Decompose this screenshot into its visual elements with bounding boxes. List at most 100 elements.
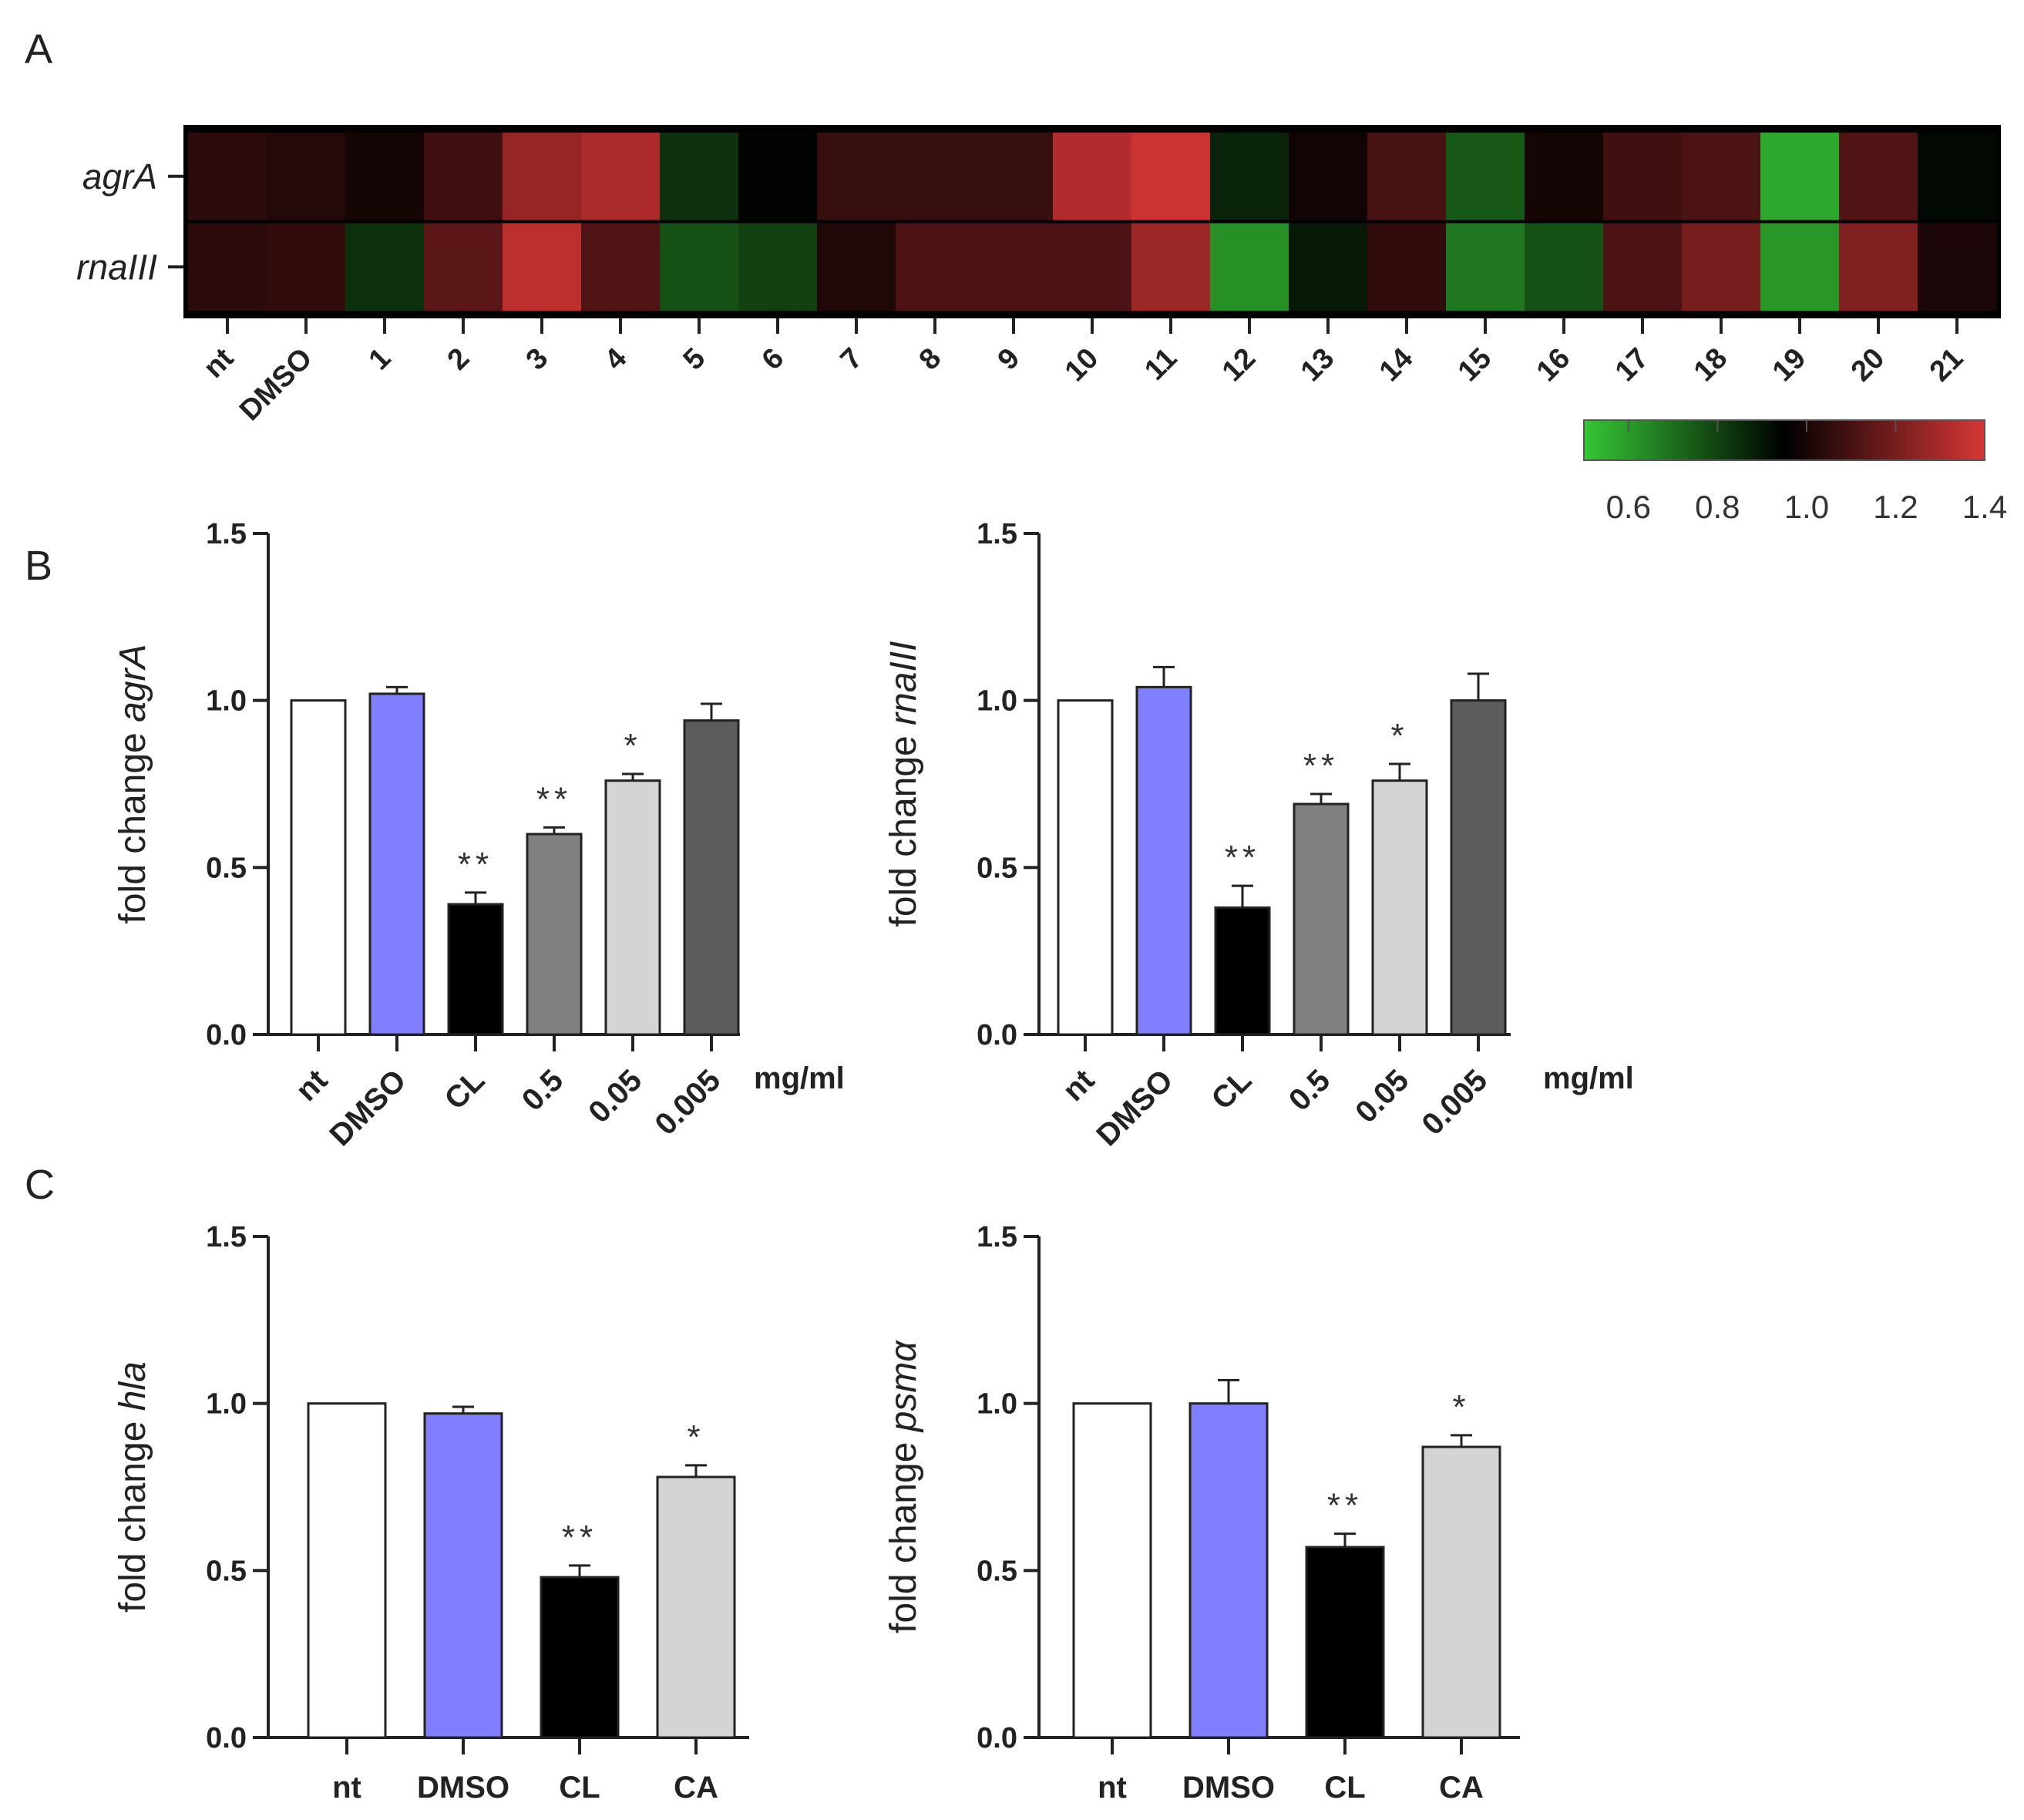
heatmap-cell	[1918, 133, 1997, 220]
x-tick-label: 0.5	[1283, 1063, 1336, 1117]
heatmap-cell	[817, 223, 896, 311]
colorbar-tick-label: 1.0	[1784, 489, 1829, 525]
panel-label-c: C	[25, 1162, 55, 1208]
significance-marker: **	[1303, 747, 1339, 785]
heatmap-cell	[1603, 133, 1683, 220]
bar-cl	[540, 1576, 620, 1739]
bar-nt	[1072, 1402, 1152, 1739]
colorbar-tick-label: 1.2	[1873, 489, 1918, 525]
x-tick-label: DMSO	[417, 1771, 509, 1805]
heatmap-cell	[503, 133, 582, 220]
heatmap-cell	[660, 223, 739, 311]
heatmap-col-label: 13	[1295, 342, 1341, 389]
heatmap-cell	[188, 133, 267, 220]
heatmap-cell	[188, 223, 267, 311]
heatmap-cell	[1760, 223, 1840, 311]
heatmap-cell	[267, 133, 346, 220]
x-tick-label: DMSO	[1182, 1771, 1275, 1805]
heatmap-cell	[1446, 223, 1525, 311]
y-tick-label: 0.5	[977, 852, 1017, 884]
significance-marker: *	[687, 1418, 704, 1456]
heatmap-cell	[1053, 223, 1132, 311]
heatmap-col-label: 9	[992, 342, 1027, 377]
heatmap-col-label: 14	[1373, 342, 1420, 389]
bar-0.05	[604, 779, 661, 1036]
heatmap-col-label: 4	[599, 342, 634, 377]
bar-nt	[1057, 699, 1114, 1036]
y-tick-label: 1.0	[206, 1388, 247, 1421]
heatmap-col-label: 20	[1845, 342, 1891, 389]
colorbar-tick-label: 1.4	[1962, 489, 2007, 525]
y-axis-label-gene: agrA	[113, 644, 153, 722]
heatmap-col-label: 18	[1688, 342, 1734, 389]
colorbar-gradient	[1583, 419, 1985, 461]
heatmap-col-label: 2	[442, 342, 476, 377]
bar-dmso	[1189, 1402, 1269, 1739]
bar-chart-psma: 0.0 0.5 1.0 1.5 fold change psmα nt DMSO ** CL * C…	[883, 1221, 1520, 1805]
heatmap-cell	[345, 133, 425, 220]
heatmap-cell	[1053, 133, 1132, 220]
y-tick-label: 0.5	[206, 1555, 247, 1587]
bar-ca	[656, 1475, 736, 1739]
y-tick-label: 0.0	[977, 1019, 1017, 1051]
colorbar-tick-label: 0.6	[1606, 489, 1651, 525]
heatmap-cell	[1682, 133, 1761, 220]
y-tick-label: 0.0	[206, 1722, 247, 1754]
significance-marker: **	[1327, 1487, 1363, 1525]
heatmap-cell	[267, 223, 346, 311]
y-axis-label-gene: hla	[113, 1361, 153, 1411]
heatmap-row-label: agrA	[82, 156, 157, 197]
y-tick-label: 0.5	[206, 852, 247, 884]
heatmap-cell	[660, 133, 739, 220]
y-axis-label: fold change hla	[113, 1361, 153, 1613]
heatmap-cell	[1918, 223, 1997, 311]
colorbar-tick-label: 0.8	[1695, 489, 1740, 525]
x-tick-label: 0.05	[1349, 1063, 1415, 1129]
bar-ca	[1421, 1445, 1501, 1739]
heatmap-col-label: 12	[1216, 342, 1262, 389]
y-axis-label-gene: psmα	[883, 1340, 924, 1434]
heatmap-cell	[1367, 223, 1447, 311]
heatmap-col-label: 1	[363, 342, 398, 377]
y-axis-label-prefix: fold change	[113, 722, 153, 924]
heatmap-cell	[738, 223, 818, 311]
y-axis-label: fold change agrA	[113, 644, 153, 924]
significance-marker: *	[624, 727, 641, 765]
heatmap-col-label: 8	[913, 342, 948, 377]
x-tick-label: 0.05	[582, 1063, 648, 1129]
x-tick-label: CL	[559, 1771, 600, 1805]
x-unit-label: mg/ml	[1543, 1061, 1634, 1095]
heatmap-cell	[424, 133, 503, 220]
heatmap-cell	[1525, 133, 1604, 220]
significance-marker: **	[458, 846, 493, 883]
x-tick-label: CA	[674, 1771, 718, 1805]
bar-dmso	[368, 692, 425, 1036]
heatmap-cell	[1210, 223, 1289, 311]
y-tick-label: 1.5	[206, 518, 247, 550]
heatmap-col-label: 16	[1531, 342, 1577, 389]
bar-dmso	[423, 1412, 503, 1739]
significance-marker: **	[562, 1519, 597, 1556]
heatmap-col-label: 21	[1924, 342, 1970, 389]
heatmap-cell	[424, 223, 503, 311]
heatmap-col-label: nt	[197, 341, 240, 384]
bar-nt	[307, 1402, 387, 1739]
heatmap-col-label: 15	[1452, 342, 1498, 389]
heatmap-cell	[1367, 133, 1447, 220]
heatmap-cell	[503, 223, 582, 311]
bar-0.005	[683, 719, 740, 1036]
heatmap-col-label: 3	[520, 342, 555, 377]
y-axis-label: fold change rnaIII	[883, 641, 924, 927]
heatmap-cell	[896, 133, 975, 220]
y-tick-label: 1.0	[977, 1388, 1017, 1421]
y-axis-label-prefix: fold change	[113, 1411, 153, 1613]
heatmap-cell	[896, 223, 975, 311]
y-axis-label-prefix: fold change	[883, 725, 924, 927]
y-tick-label: 1.5	[977, 518, 1017, 550]
x-tick-label: CL	[1205, 1063, 1259, 1116]
bar-0.05	[1371, 779, 1428, 1036]
bar-cl	[1305, 1546, 1385, 1739]
bar-0.005	[1450, 699, 1507, 1036]
y-tick-label: 0.0	[977, 1722, 1017, 1754]
